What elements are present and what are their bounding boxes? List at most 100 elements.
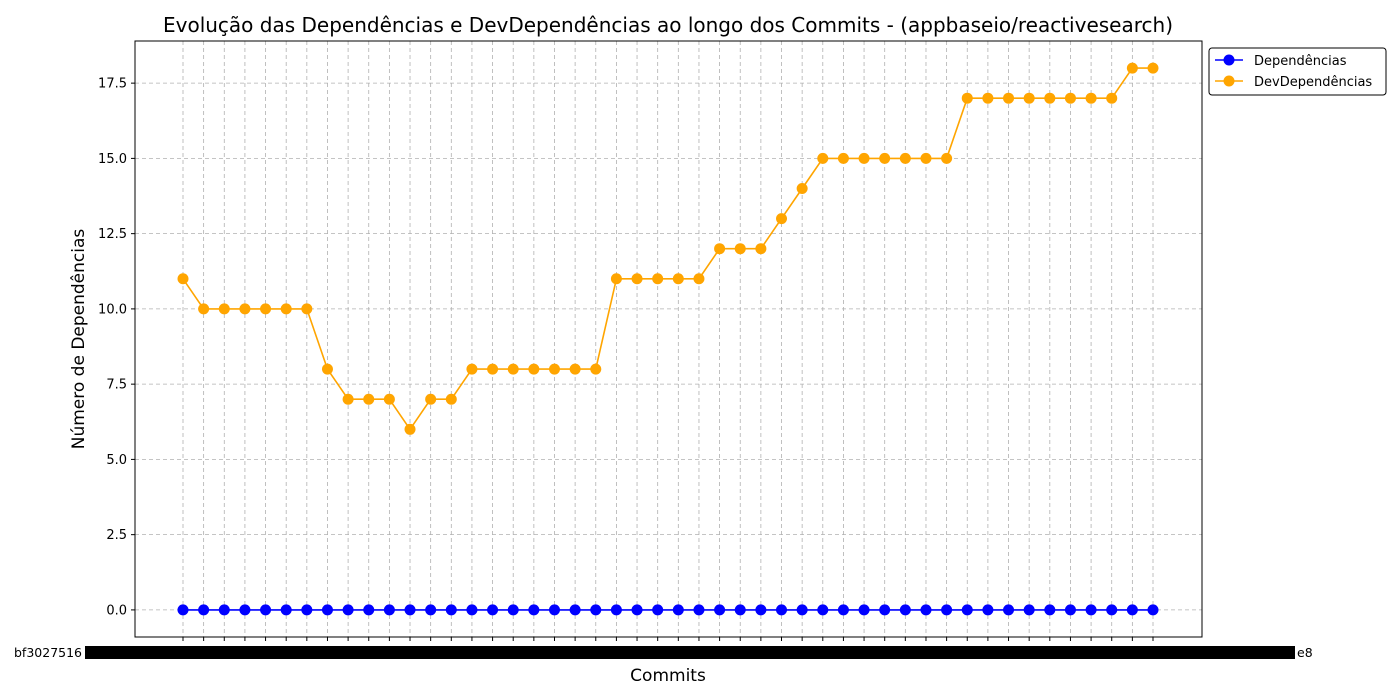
data-point [404,423,416,435]
grid [135,41,1202,637]
data-point [610,604,622,616]
data-point [693,604,705,616]
data-point [672,604,684,616]
data-point [487,604,499,616]
data-point [920,604,932,616]
data-point [342,393,354,405]
data-point [1085,604,1097,616]
data-point [445,604,457,616]
data-point [177,604,189,616]
data-point [507,363,519,375]
data-point [301,604,313,616]
y-tick-label: 5.0 [106,453,127,468]
data-point [858,604,870,616]
x-tick-label-last: e8 [1297,645,1313,660]
data-point [796,182,808,194]
data-point [982,604,994,616]
data-point [1064,604,1076,616]
legend-marker-devdependencias [1223,75,1235,87]
data-point [528,604,540,616]
data-point [218,604,230,616]
data-point [590,604,602,616]
x-tick-labels-overlap [85,646,1295,659]
data-point [755,243,767,255]
legend-marker-dependencias [1223,54,1235,66]
data-point [817,152,829,164]
data-point [321,363,333,375]
data-point [714,604,726,616]
plot-area-frame [134,40,1203,638]
data-point [1106,92,1118,104]
data-point [260,604,272,616]
data-point [487,363,499,375]
data-point [569,363,581,375]
data-point [528,363,540,375]
data-point [198,303,210,315]
data-point [1023,92,1035,104]
data-point [218,303,230,315]
data-point [1085,92,1097,104]
data-point [879,152,891,164]
y-tick-label: 7.5 [106,378,127,393]
y-tick-label: 2.5 [106,528,127,543]
data-point [1106,604,1118,616]
data-point [383,393,395,405]
data-point [177,273,189,285]
data-point [1044,604,1056,616]
data-point [961,92,973,104]
y-tick-label: 10.0 [98,302,127,317]
legend-label-devdependencias: DevDependências [1254,75,1372,90]
data-point [425,604,437,616]
data-point [858,152,870,164]
data-point [672,273,684,285]
data-point [404,604,416,616]
data-point [817,604,829,616]
data-point [260,303,272,315]
data-point [1126,62,1138,74]
data-point [590,363,602,375]
data-point [879,604,891,616]
data-point [425,393,437,405]
data-point [1023,604,1035,616]
data-point [507,604,519,616]
data-point [239,303,251,315]
legend: Dependências DevDependências [1208,47,1387,96]
data-point [610,273,622,285]
data-point [1044,92,1056,104]
data-point [652,604,664,616]
data-point [569,604,581,616]
x-axis-label: Commits [630,666,706,686]
data-point [693,273,705,285]
data-point [755,604,767,616]
data-point [920,152,932,164]
data-point [548,604,560,616]
data-point [383,604,395,616]
y-tick-label: 15.0 [98,152,127,167]
data-point [239,604,251,616]
data-point [899,604,911,616]
data-point [837,152,849,164]
data-point [776,213,788,225]
y-tick-label: 0.0 [106,603,127,618]
data-point [652,273,664,285]
chart-title: Evolução das Dependências e DevDependênc… [163,13,1173,37]
data-point [466,604,478,616]
y-axis-label: Número de Dependências [69,229,89,450]
data-point [941,152,953,164]
data-point [941,604,953,616]
y-tick-label: 12.5 [98,227,127,242]
data-point [899,152,911,164]
legend-frame [1208,47,1387,96]
data-point [776,604,788,616]
data-point [631,273,643,285]
data-point [734,243,746,255]
data-point [982,92,994,104]
data-point [1064,92,1076,104]
data-point [1003,92,1015,104]
series-line-1 [182,67,1153,431]
data-point [280,303,292,315]
data-point [466,363,478,375]
x-axis: bf3027516 e8 [14,637,1313,660]
data-point [363,604,375,616]
data-point [1147,604,1159,616]
